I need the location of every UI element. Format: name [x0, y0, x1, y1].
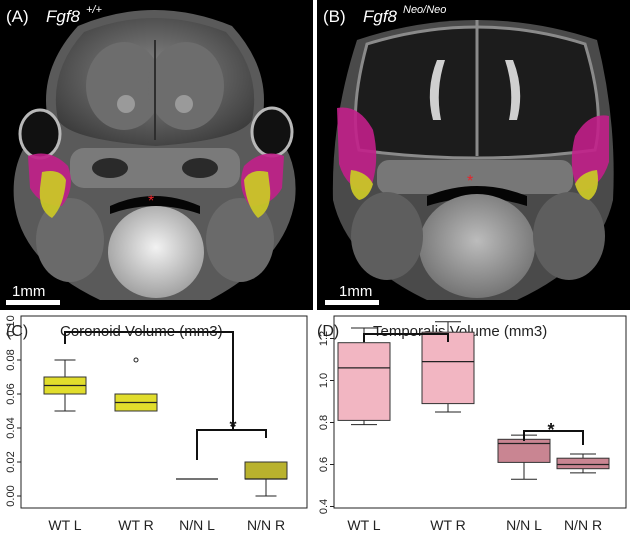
coronoid-overlay-left	[39, 171, 66, 218]
y-tick-label: 0.8	[318, 415, 330, 430]
panel-label-a: (A)	[6, 7, 29, 26]
box-body	[497, 438, 551, 463]
scale-bar-b	[325, 300, 379, 305]
x-tick-label: N/N L	[179, 517, 215, 533]
plot-frame	[333, 315, 627, 509]
x-tick-label: N/N R	[564, 517, 602, 533]
box-plot-canvas: 0.000.020.040.060.080.10(C) Coronoid Volu…	[5, 315, 627, 533]
significance-bracket	[233, 429, 267, 438]
temporalis-overlay-left	[337, 107, 377, 192]
scale-bar-label-b: 1mm	[339, 283, 372, 300]
box-body	[556, 457, 610, 470]
box-outlier	[133, 357, 139, 363]
plot-frame	[20, 315, 308, 509]
scale-bar-a	[6, 300, 60, 305]
genotype-superscript-b: Neo/Neo	[403, 4, 446, 16]
box-body	[421, 331, 475, 405]
y-tick-label: 0.4	[318, 499, 330, 514]
panel-label: (C)	[6, 323, 28, 340]
scale-bar-label-a: 1mm	[12, 283, 45, 300]
y-tick-label: 0.10	[5, 315, 17, 336]
x-tick-label: WT L	[48, 517, 81, 533]
significance-bracket	[523, 430, 584, 445]
marker-asterisk: *	[148, 193, 154, 210]
y-tick-label: 1.2	[318, 331, 330, 346]
box-body	[337, 342, 391, 421]
y-tick-label: 0.08	[5, 349, 17, 370]
y-tick-label: 0.04	[5, 417, 17, 438]
significance-bracket	[64, 331, 234, 460]
x-tick-label: N/N R	[247, 517, 285, 533]
panel-label: (D)	[317, 323, 339, 340]
x-tick-label: WT R	[118, 517, 154, 533]
y-tick-label: 0.06	[5, 383, 17, 404]
x-tick-label: N/N L	[506, 517, 542, 533]
ct-image-neo: * (B) Fgf8 Neo/Neo 1mm	[317, 0, 630, 310]
genotype-title-a: Fgf8	[46, 7, 81, 26]
y-tick-label: 0.02	[5, 451, 17, 472]
box-body	[244, 461, 288, 480]
box-plots: 0.00 0.02 0.04 0.06 0.08 0.10 (C) Coronoid Volu…	[0, 310, 630, 537]
panel-label-b: (B)	[323, 7, 346, 26]
marker-asterisk: *	[467, 173, 473, 190]
genotype-superscript-a: +/+	[86, 4, 102, 16]
coronoid-overlay-right	[575, 170, 598, 200]
significance-marker: *	[547, 420, 554, 440]
y-tick-label: 1.0	[318, 373, 330, 388]
y-tick-label: 0.00	[5, 485, 17, 506]
coronoid-overlay-left	[350, 170, 373, 200]
temporalis-overlay-right	[571, 115, 609, 192]
x-tick-label: WT L	[347, 517, 380, 533]
significance-marker: *	[229, 417, 236, 437]
x-tick-label: WT R	[430, 517, 466, 533]
genotype-title-b: Fgf8	[363, 7, 398, 26]
y-tick-label: 0.6	[318, 457, 330, 472]
coronoid-overlay-right	[244, 171, 271, 218]
ct-image-wild-type: * (A) Fgf8 +/+ 1mm	[0, 0, 313, 310]
plot-title: Temporalis Volume (mm3)	[373, 323, 547, 340]
significance-bracket	[363, 333, 449, 342]
